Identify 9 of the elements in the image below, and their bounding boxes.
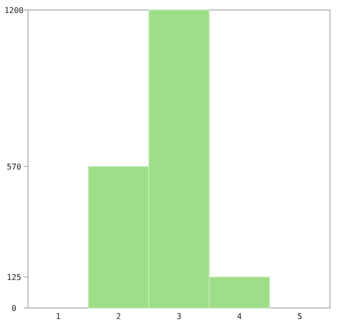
y-tick-label: 570 — [6, 162, 22, 172]
x-tick-label: 4 — [236, 312, 242, 321]
y-tick-label: 125 — [6, 272, 22, 282]
x-tick-label: 5 — [297, 312, 302, 321]
y-tick-label: 0 — [12, 304, 17, 313]
x-tick-label: 2 — [116, 312, 122, 321]
y-tick-label: 1200 — [4, 6, 24, 15]
x-tick-label: 1 — [56, 312, 61, 321]
x-tick-label: 3 — [176, 312, 182, 321]
